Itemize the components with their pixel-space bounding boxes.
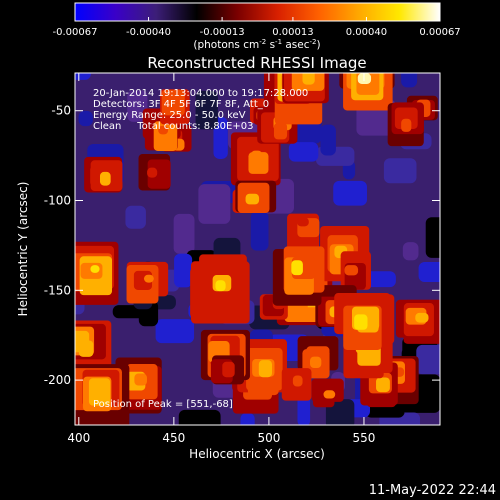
colorbar-tick-label: 0.00067 xyxy=(419,27,460,38)
y-axis-ticks: -50 -100 -150 -200 xyxy=(44,104,440,387)
colorbar-tick-label: 0.00013 xyxy=(272,27,313,38)
y-tick-label: -50 xyxy=(51,104,71,118)
x-tick-label: 400 xyxy=(67,431,90,445)
plot-frame xyxy=(74,72,441,426)
colorbar-tick-label: -0.00067 xyxy=(53,27,98,38)
x-tick-label: 500 xyxy=(257,431,280,445)
heatmap-image xyxy=(75,73,440,425)
x-axis-label: Heliocentric X (arcsec) xyxy=(189,447,325,461)
annotations: 20-Jan-2014 19:13:04.000 to 19:17:28.000… xyxy=(93,88,308,410)
x-axis-ticks: 400 450 500 550 xyxy=(67,73,375,445)
colorbar-ticks xyxy=(74,17,441,21)
colorbar: -0.00067 -0.00040 -0.00013 0.00013 0.00040 0.… xyxy=(53,2,461,51)
colorbar-tick-labels: -0.00067 -0.00040 -0.00013 0.00013 0.00040 0.… xyxy=(53,27,461,38)
y-tick-label: -100 xyxy=(44,194,71,208)
chart-title: Reconstructed RHESSI Image xyxy=(147,54,366,72)
x-tick-label: 550 xyxy=(353,431,376,445)
annotation-time-range: 20-Jan-2014 19:13:04.000 to 19:17:28.000 xyxy=(93,88,308,99)
y-axis-label: Heliocentric Y (arcsec) xyxy=(16,182,30,317)
annotation-peak-position: Position of Peak = [551,-68] xyxy=(93,399,233,410)
colorbar-gradient xyxy=(74,2,441,22)
y-tick-label: -150 xyxy=(44,283,71,297)
colorbar-tick-label: -0.00040 xyxy=(126,27,171,38)
y-tick-label: -200 xyxy=(44,373,71,387)
colorbar-tick-label: 0.00040 xyxy=(346,27,387,38)
annotation-clean-totals: Clean Total counts: 8.80E+03 xyxy=(93,121,253,132)
colorbar-tick-label: -0.00013 xyxy=(200,27,245,38)
annotation-detectors: Detectors: 3F 4F 5F 6F 7F 8F, Att_0 xyxy=(93,99,269,110)
x-tick-label: 450 xyxy=(162,431,185,445)
timestamp: 11-May-2022 22:44 xyxy=(369,483,496,498)
annotation-energy-range: Energy Range: 25.0 - 50.0 keV xyxy=(93,110,246,121)
colorbar-units: (photons cm-2 s-1 asec-2) xyxy=(193,38,320,51)
